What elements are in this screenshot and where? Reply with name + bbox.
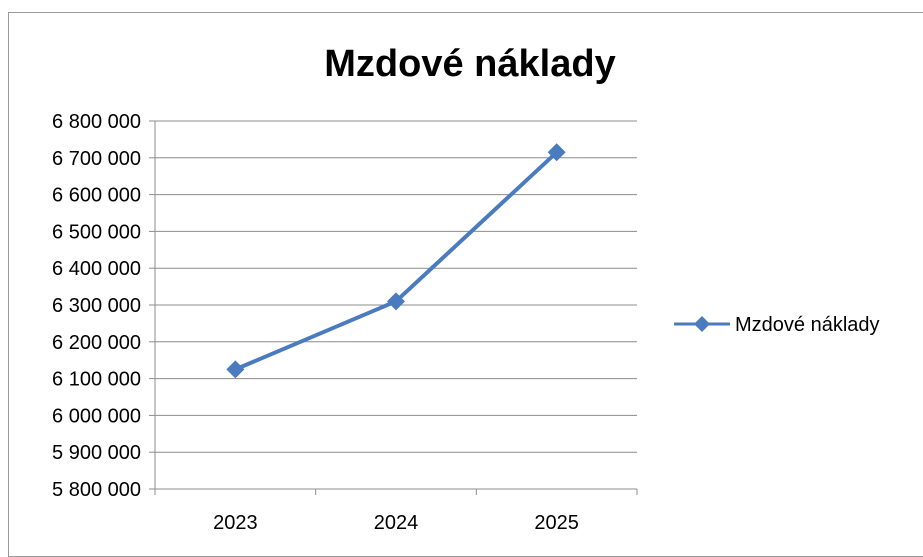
y-tick-label: 5 900 000: [52, 442, 141, 464]
legend: Mzdové náklady: [674, 314, 880, 336]
axes: [149, 120, 638, 495]
y-tick-label: 6 600 000: [52, 185, 141, 207]
data-point-marker: [547, 143, 566, 162]
y-tick-label: 6 700 000: [52, 148, 141, 170]
y-tick-label: 6 800 000: [52, 111, 141, 133]
chart-title: Mzdové náklady: [324, 43, 615, 85]
series-line: [233, 150, 559, 372]
y-tick-label: 6 100 000: [52, 369, 141, 391]
legend-label: Mzdové náklady: [735, 314, 880, 336]
series-group: [226, 143, 566, 379]
data-point-marker: [226, 360, 245, 379]
x-tick-label: 2023: [213, 512, 258, 534]
x-tick-label: 2024: [374, 512, 419, 534]
x-tick-label: 2025: [534, 512, 579, 534]
y-tick-label: 6 500 000: [52, 221, 141, 243]
y-tick-label: 6 400 000: [52, 258, 141, 280]
y-tick-label: 6 200 000: [52, 332, 141, 354]
y-tick-labels: 6 800 000 6 700 000 6 600 000 6 500 000 6 40…: [52, 111, 141, 501]
y-tick-label: 6 300 000: [52, 295, 141, 317]
y-tick-label: 5 800 000: [52, 479, 141, 501]
legend-marker-icon: [694, 316, 710, 332]
x-tick-labels: 2023 2024 2025: [213, 512, 579, 534]
y-tick-label: 6 000 000: [52, 405, 141, 427]
line-chart: Mzdové náklady 6 800 000 6 700 000 6 600 0…: [52, 43, 880, 534]
gridlines: [155, 120, 637, 453]
chart-frame: [8, 12, 923, 557]
data-point-marker: [387, 292, 405, 311]
